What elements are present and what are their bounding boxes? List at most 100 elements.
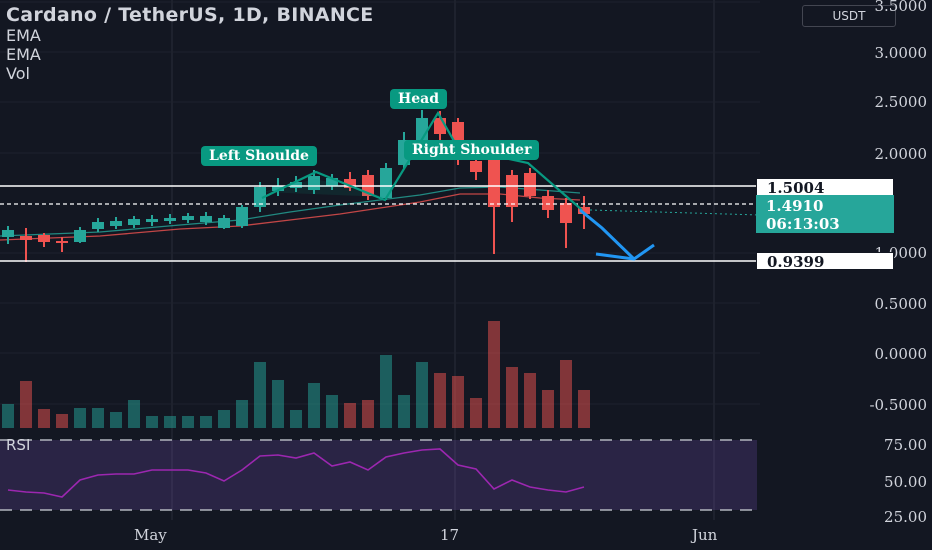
volume-bar <box>218 410 230 428</box>
volume-bar <box>272 380 284 428</box>
volume-bar <box>452 376 464 428</box>
volume-bar <box>326 395 338 428</box>
time-axis-label: Jun <box>692 526 718 544</box>
price-axis-label: 3.5000 <box>874 0 928 15</box>
volume-bar <box>578 390 590 428</box>
volume-bar <box>2 404 14 428</box>
volume-bar <box>236 400 248 428</box>
price-level-tag-low[interactable]: 0.9399 <box>756 252 894 271</box>
symbol-title[interactable]: Cardano / TetherUS, 1D, BINANCE <box>6 4 374 26</box>
price-axis-label: -0.5000 <box>869 396 927 414</box>
last-price-tag[interactable]: 1.4910 06:13:03 <box>756 195 894 233</box>
volume-bar <box>146 416 158 428</box>
currency-button[interactable]: USDT <box>802 5 896 27</box>
bar-countdown: 06:13:03 <box>766 215 840 233</box>
rsi-axis-label: 50.00 <box>884 473 927 491</box>
rsi-polyline <box>7 448 585 498</box>
volume-bar <box>434 373 446 428</box>
candle-body <box>524 173 536 196</box>
price-axis-label: 0.0000 <box>874 345 928 363</box>
volume-bar <box>488 321 500 428</box>
volume-bar <box>92 408 104 428</box>
head-shoulders-pattern[interactable] <box>261 110 655 261</box>
rsi-axis-label: 25.00 <box>884 508 927 526</box>
candle-body <box>488 160 500 207</box>
candle-body <box>128 219 140 225</box>
candle-body <box>146 219 158 222</box>
candle-body <box>542 196 554 210</box>
candle-body <box>56 241 68 243</box>
candle-body <box>92 222 104 229</box>
volume-bar <box>110 412 122 428</box>
time-axis-label: 17 <box>440 526 460 544</box>
ema-indicator-1[interactable]: EMA <box>6 26 41 45</box>
price-level-tag-high[interactable]: 1.5004 <box>756 178 894 197</box>
volume-bar <box>182 416 194 428</box>
volume-indicator[interactable]: Vol <box>6 64 30 83</box>
candle-body <box>470 161 482 172</box>
candle-body <box>74 230 86 242</box>
volume-bar <box>506 367 518 428</box>
volume-bar <box>416 362 428 428</box>
candle-body <box>326 178 338 186</box>
candle-body <box>164 218 176 221</box>
rsi-pane <box>0 439 760 511</box>
volume-bar <box>542 390 554 428</box>
candle-body <box>254 187 266 207</box>
volume-bars <box>2 321 590 428</box>
projection-arrow <box>579 208 636 261</box>
candle-body <box>344 179 356 188</box>
volume-bar <box>20 381 32 428</box>
candle-body <box>200 216 212 222</box>
chart-legend: Cardano / TetherUS, 1D, BINANCE EMA EMA … <box>6 4 374 83</box>
rsi-band <box>0 440 757 510</box>
volume-bar <box>128 400 140 428</box>
volume-bar <box>200 416 212 428</box>
pattern-fill <box>262 179 385 197</box>
candle-body <box>2 230 14 237</box>
candle-body <box>560 203 572 223</box>
volume-bar <box>308 383 320 428</box>
projection-dotted-line <box>589 209 761 216</box>
left-shoulder-label[interactable]: Left Shoulde <box>201 146 317 166</box>
volume-bar <box>38 409 50 428</box>
volume-bar <box>380 355 392 428</box>
volume-bar <box>164 416 176 428</box>
candle-body <box>20 236 32 240</box>
volume-bar <box>56 414 68 428</box>
time-axis-label: May <box>134 526 167 544</box>
candle-body <box>38 235 50 242</box>
candle-body <box>182 216 194 220</box>
volume-bar <box>524 373 536 428</box>
rsi-line <box>7 448 585 498</box>
rsi-label[interactable]: RSI <box>6 436 31 454</box>
head-label[interactable]: Head <box>390 89 447 109</box>
volume-bar <box>344 403 356 428</box>
volume-bar <box>470 398 482 428</box>
volume-bar <box>254 362 266 428</box>
price-axis-label: 3.0000 <box>874 44 928 62</box>
price-axis-label: 2.5000 <box>874 93 928 111</box>
volume-bar <box>398 395 410 428</box>
right-shoulder-label[interactable]: Right Shoulder <box>404 140 540 160</box>
pattern-outline <box>261 110 583 211</box>
candle-body <box>218 218 230 228</box>
last-price: 1.4910 <box>766 197 824 215</box>
price-axis-label: 2.0000 <box>874 145 928 163</box>
candle-body <box>380 168 392 198</box>
volume-bar <box>74 408 86 428</box>
candle-body <box>506 175 518 207</box>
candle-body <box>272 186 284 191</box>
price-axis-label: 0.5000 <box>874 295 928 313</box>
projection-arrow-head <box>595 243 655 261</box>
ema-indicator-2[interactable]: EMA <box>6 45 41 64</box>
horizontal-levels[interactable] <box>0 185 761 262</box>
candle-body <box>236 207 248 226</box>
candle-body <box>290 182 302 188</box>
rsi-axis-label: 75.00 <box>884 436 927 454</box>
candle-body <box>110 221 122 226</box>
candle-body <box>416 118 428 140</box>
volume-bar <box>560 360 572 428</box>
volume-bar <box>290 410 302 428</box>
